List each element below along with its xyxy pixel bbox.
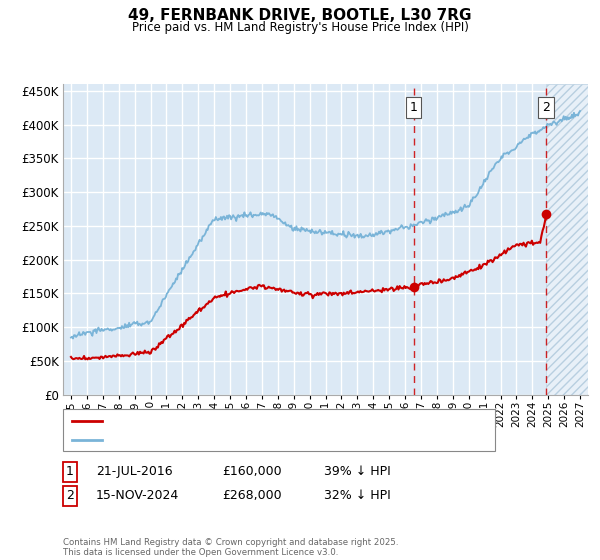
Text: 1: 1 xyxy=(66,465,74,478)
Text: Price paid vs. HM Land Registry's House Price Index (HPI): Price paid vs. HM Land Registry's House … xyxy=(131,21,469,34)
Text: 2: 2 xyxy=(542,101,550,114)
Text: 39% ↓ HPI: 39% ↓ HPI xyxy=(324,465,391,478)
Text: 2: 2 xyxy=(66,489,74,502)
Text: 32% ↓ HPI: 32% ↓ HPI xyxy=(324,489,391,502)
Text: £160,000: £160,000 xyxy=(222,465,281,478)
Text: HPI: Average price, detached house, Sefton: HPI: Average price, detached house, Seft… xyxy=(106,435,349,445)
Text: Contains HM Land Registry data © Crown copyright and database right 2025.
This d: Contains HM Land Registry data © Crown c… xyxy=(63,538,398,557)
Text: 49, FERNBANK DRIVE, BOOTLE, L30 7RG (detached house): 49, FERNBANK DRIVE, BOOTLE, L30 7RG (det… xyxy=(106,416,433,426)
Text: £268,000: £268,000 xyxy=(222,489,281,502)
Bar xyxy=(546,84,588,395)
Text: 15-NOV-2024: 15-NOV-2024 xyxy=(96,489,179,502)
Text: 21-JUL-2016: 21-JUL-2016 xyxy=(96,465,173,478)
Text: 49, FERNBANK DRIVE, BOOTLE, L30 7RG: 49, FERNBANK DRIVE, BOOTLE, L30 7RG xyxy=(128,8,472,24)
Text: 1: 1 xyxy=(410,101,418,114)
